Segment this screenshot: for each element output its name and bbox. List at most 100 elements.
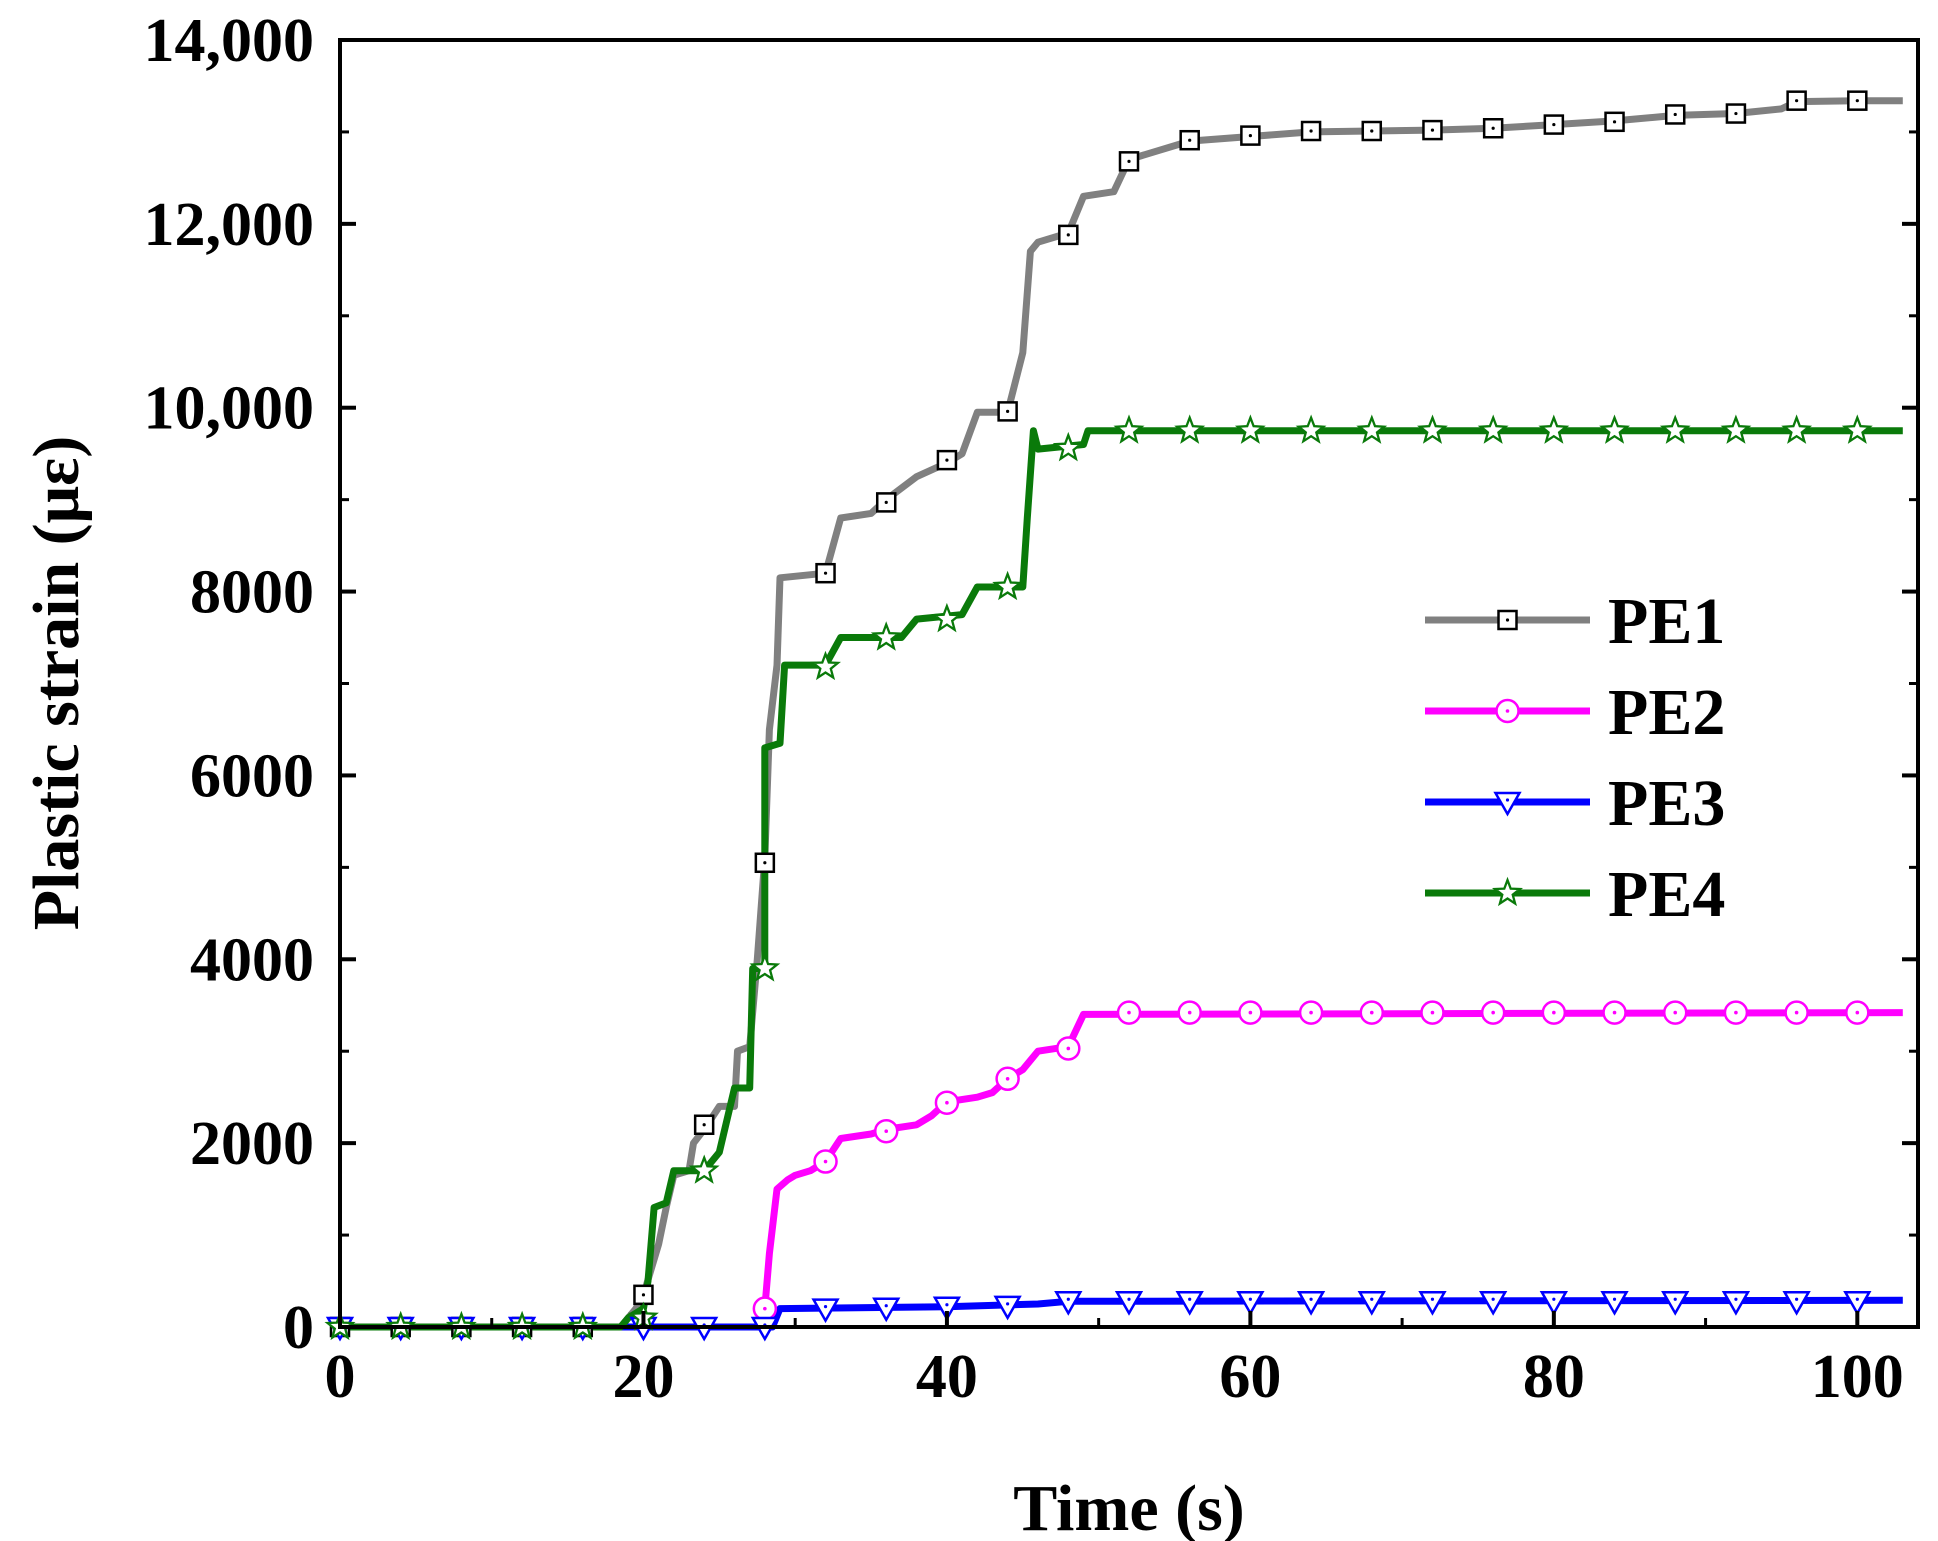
marker-pe1-16 <box>1300 120 1322 142</box>
marker-pe2-14 <box>1602 1000 1627 1025</box>
marker-pe1-23 <box>1725 103 1747 124</box>
marker-pe4-8 <box>810 650 841 681</box>
legend-marker <box>1495 698 1520 724</box>
marker-pe1-14 <box>1179 129 1200 151</box>
marker-pe4-9 <box>870 621 902 651</box>
y-tick-label: 14,000 <box>144 7 315 75</box>
marker-pe1-7 <box>754 852 776 874</box>
marker-pe3-22 <box>1661 1291 1690 1316</box>
marker-pe4-20 <box>1538 414 1570 444</box>
marker-pe3-17 <box>1357 1291 1386 1316</box>
legend-entry-pe3: PE3 <box>1425 767 1725 840</box>
legend-label: PE4 <box>1608 858 1725 931</box>
legend-marker <box>1493 791 1522 817</box>
marker-pe1-6 <box>693 1114 715 1136</box>
marker-pe2-12 <box>1480 1000 1506 1025</box>
marker-pe3-24 <box>1782 1291 1811 1316</box>
marker-pe2-17 <box>1784 1000 1809 1025</box>
marker-pe2-1 <box>813 1149 838 1174</box>
marker-pe3-20 <box>1539 1291 1569 1316</box>
marker-pe1-13 <box>1118 151 1140 172</box>
marker-pe1-15 <box>1240 125 1261 146</box>
x-tick-label: 60 <box>1219 1343 1281 1411</box>
marker-pe2-9 <box>1298 1000 1324 1025</box>
legend-entry-pe1: PE1 <box>1425 585 1725 658</box>
marker-pe2-11 <box>1420 1000 1445 1025</box>
legend: PE1 PE2 PE3 PE4 <box>1425 585 1725 931</box>
marker-pe2-7 <box>1177 1000 1202 1025</box>
marker-pe2-5 <box>1056 1036 1081 1061</box>
marker-pe4-14 <box>1174 414 1206 444</box>
legend-label: PE2 <box>1608 676 1725 749</box>
marker-pe2-10 <box>1359 1000 1385 1025</box>
legend-label: PE1 <box>1608 585 1725 658</box>
y-axis-title: Plastic strain (με) <box>20 436 93 931</box>
marker-pe2-0 <box>752 1296 778 1321</box>
marker-pe1-12 <box>1058 224 1079 246</box>
y-tick-label: 10,000 <box>144 375 315 443</box>
x-axis-title: Time (s) <box>1013 1472 1245 1541</box>
marker-pe1-25 <box>1847 90 1868 111</box>
legend-marker <box>1497 609 1518 631</box>
marker-pe2-8 <box>1238 1000 1263 1025</box>
y-tick-label: 4000 <box>190 926 314 994</box>
marker-pe3-14 <box>1175 1291 1204 1316</box>
marker-pe4-17 <box>1356 414 1388 444</box>
marker-pe2-18 <box>1845 1000 1870 1025</box>
marker-pe4-10 <box>931 602 963 633</box>
marker-pe1-11 <box>997 401 1018 422</box>
marker-pe4-21 <box>1599 414 1630 444</box>
legend-entry-pe2: PE2 <box>1425 676 1725 749</box>
marker-pe4-12 <box>1052 431 1084 462</box>
marker-pe1-8 <box>815 562 836 584</box>
marker-pe3-13 <box>1114 1291 1144 1316</box>
marker-pe3-16 <box>1296 1291 1326 1316</box>
marker-pe4-25 <box>1841 414 1873 444</box>
marker-pe3-23 <box>1721 1291 1751 1316</box>
marker-pe3-11 <box>993 1295 1022 1321</box>
marker-pe1-22 <box>1664 104 1686 125</box>
marker-pe1-5 <box>633 1284 654 1306</box>
marker-pe2-16 <box>1723 1000 1749 1025</box>
marker-pe3-19 <box>1478 1291 1508 1316</box>
marker-pe1-9 <box>875 492 897 513</box>
marker-pe4-7 <box>749 952 781 982</box>
x-tick-label: 100 <box>1811 1343 1904 1411</box>
marker-pe4-18 <box>1417 414 1448 444</box>
marker-pe2-15 <box>1662 1000 1688 1025</box>
legend-entry-pe4: PE4 <box>1425 858 1725 931</box>
y-tick-label: 2000 <box>190 1110 314 1178</box>
marker-pe2-6 <box>1116 1000 1142 1025</box>
marker-pe4-19 <box>1477 414 1509 444</box>
marker-pe3-18 <box>1418 1291 1447 1316</box>
marker-pe3-15 <box>1236 1291 1265 1316</box>
marker-pe3-8 <box>811 1298 840 1324</box>
marker-pe3-21 <box>1600 1291 1629 1316</box>
marker-pe1-10 <box>936 449 958 471</box>
marker-pe4-15 <box>1234 414 1266 444</box>
marker-pe1-17 <box>1361 120 1383 142</box>
marker-pe4-22 <box>1659 414 1691 444</box>
marker-pe3-9 <box>872 1297 901 1323</box>
marker-pe2-3 <box>934 1090 960 1115</box>
marker-pe1-19 <box>1482 118 1504 139</box>
marker-pe4-23 <box>1720 414 1752 444</box>
x-tick-label: 40 <box>916 1343 978 1411</box>
series-line-pe4 <box>340 427 1903 1331</box>
marker-pe1-18 <box>1422 119 1443 141</box>
tick-layer <box>338 38 1918 1329</box>
y-tick-label: 0 <box>283 1294 314 1362</box>
marker-pe1-21 <box>1604 111 1625 133</box>
marker-pe3-10 <box>932 1296 962 1322</box>
marker-pe4-11 <box>992 570 1024 601</box>
y-tick-label: 6000 <box>190 742 314 810</box>
marker-pe4-24 <box>1781 414 1813 444</box>
x-tick-label: 20 <box>612 1343 674 1411</box>
legend-marker <box>1491 876 1524 907</box>
y-tick-label: 12,000 <box>144 191 315 259</box>
marker-pe4-13 <box>1113 414 1145 444</box>
x-tick-label: 80 <box>1523 1343 1585 1411</box>
marker-pe4-16 <box>1295 414 1327 444</box>
marker-pe3-25 <box>1843 1291 1872 1316</box>
